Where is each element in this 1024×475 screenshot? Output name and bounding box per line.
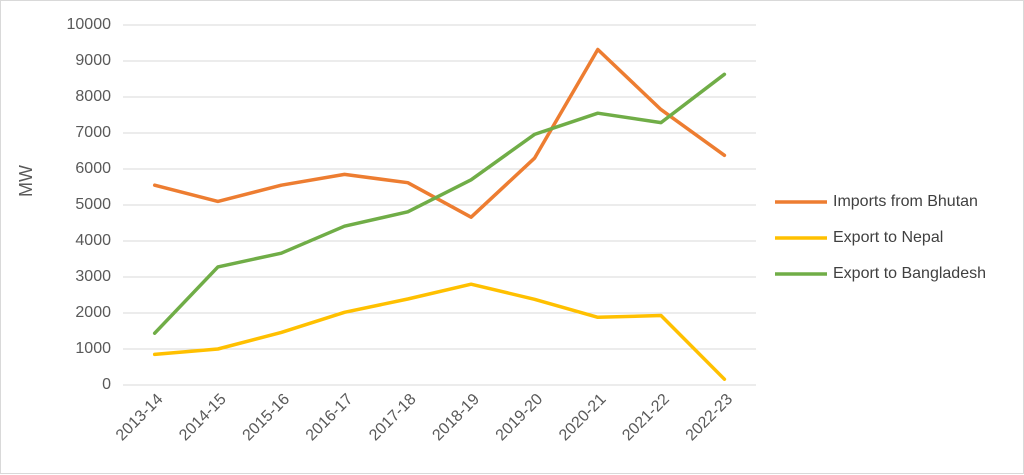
x-tick-label: 2020-21 [556, 391, 610, 445]
x-tick-label: 2016-17 [303, 391, 357, 445]
gridlines [123, 24, 756, 386]
y-tick-label: 4000 [75, 232, 111, 249]
y-tick-label: 5000 [75, 196, 111, 213]
y-tick-label: 8000 [75, 88, 111, 105]
x-tick-label: 2018-19 [429, 391, 483, 445]
y-tick-label: 10000 [67, 16, 112, 33]
legend-label: Imports from Bhutan [833, 193, 978, 210]
x-tick-label: 2015-16 [240, 391, 294, 445]
y-tick-label: 9000 [75, 52, 111, 69]
y-tick-label: 6000 [75, 160, 111, 177]
legend-label: Export to Bangladesh [833, 265, 986, 282]
y-tick-label: 3000 [75, 268, 111, 285]
x-tick-label: 2017-18 [366, 391, 420, 445]
legend-label: Export to Nepal [833, 229, 943, 246]
x-tick-label: 2019-20 [493, 391, 547, 445]
x-tick-label: 2013-14 [113, 391, 167, 445]
y-axis-title: MW [16, 165, 36, 197]
legend: Imports from Bhutan Export to Nepal Export… [775, 193, 986, 282]
series-lines [152, 47, 727, 381]
y-axis-ticks: 0 1000 2000 3000 4000 5000 6000 7000 8000 9000 100… [67, 16, 112, 393]
x-tick-label: 2014-15 [176, 391, 230, 445]
y-tick-label: 2000 [75, 304, 111, 321]
y-tick-label: 7000 [75, 124, 111, 141]
x-tick-label: 2021-22 [619, 391, 673, 445]
series-line-export-to-nepal [152, 282, 727, 381]
x-axis-ticks: 2013-14 2014-15 2015-16 2016-17 2017-18 2018-… [113, 391, 736, 445]
y-tick-label: 1000 [75, 340, 111, 357]
series-line-export-to-bangladesh [152, 72, 727, 335]
series-line-imports-from-bhutan [152, 47, 727, 219]
y-tick-label: 0 [102, 376, 111, 393]
x-tick-label: 2022-23 [683, 391, 737, 445]
